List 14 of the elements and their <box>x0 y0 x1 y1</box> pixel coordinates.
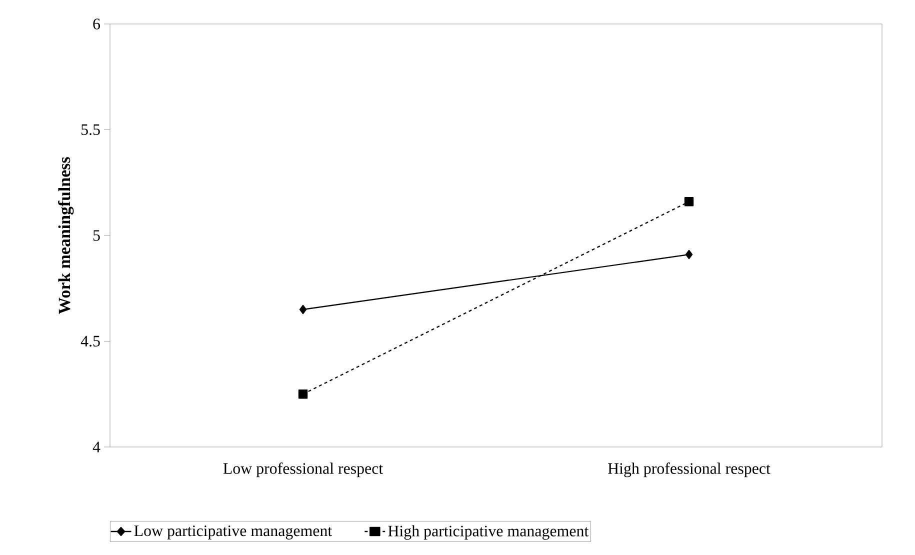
legend-label: High participative management <box>388 525 589 540</box>
x-tick-label: Low professional respect <box>223 462 384 478</box>
point <box>298 390 308 399</box>
y-tick-label: 4.5 <box>80 336 100 347</box>
y-tick-label: 6 <box>93 18 100 30</box>
point <box>299 304 307 314</box>
point <box>685 250 693 260</box>
y-axis-title: Work meaningfulness <box>58 157 74 314</box>
x-tick-label: High professional respect <box>608 462 770 478</box>
y-tick-label: 5 <box>93 230 100 241</box>
legend-label: Low participative management <box>134 525 332 540</box>
point <box>684 197 694 206</box>
y-tick-label: 5.5 <box>81 124 100 136</box>
y-tick-label: 4 <box>92 442 100 452</box>
